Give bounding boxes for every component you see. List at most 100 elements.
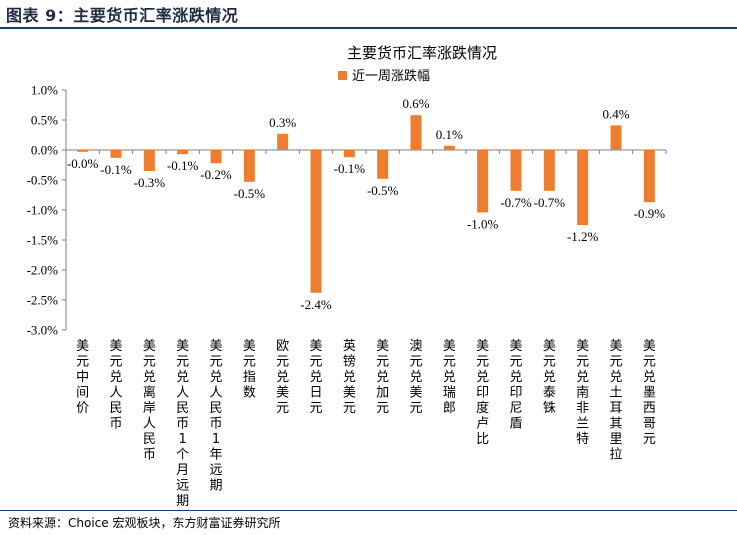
data-label: -0.3%	[134, 175, 166, 190]
x-category-char: 卢	[476, 416, 489, 432]
x-category-label: 美元指数	[243, 339, 256, 401]
y-tick-label: -2.5%	[27, 293, 59, 308]
x-category-char: 兑	[543, 370, 556, 385]
bar	[477, 150, 489, 213]
x-category-char: 铢	[543, 400, 556, 416]
x-category-char: 英	[343, 339, 356, 354]
x-category-char: 元	[176, 355, 189, 370]
x-category-char: 日	[309, 386, 322, 401]
y-tick-label: 0.5%	[31, 113, 58, 128]
x-category-char: 月	[176, 463, 189, 478]
x-category-char: 美	[409, 386, 422, 401]
x-category-label: 美元兑土耳其里拉	[609, 339, 622, 463]
x-category-char: 美	[509, 339, 522, 354]
bar	[610, 125, 622, 150]
x-category-char: 元	[376, 355, 389, 370]
x-category-char: 美	[109, 339, 122, 354]
chart-title: 主要货币汇率涨跌情况	[347, 44, 497, 62]
bar	[643, 150, 655, 203]
x-category-char: 人	[209, 386, 222, 401]
x-category-char: 币	[143, 448, 156, 463]
x-category-char: 兰	[576, 417, 589, 432]
x-category-char: 土	[609, 386, 622, 401]
x-category-char: 民	[109, 401, 122, 416]
x-category-label: 美元兑瑞郎	[443, 339, 456, 416]
bar	[510, 150, 522, 191]
x-category-char: 价	[76, 401, 89, 416]
x-category-char: 加	[376, 386, 389, 401]
x-category-char: 兑	[509, 370, 522, 385]
x-category-char: 元	[376, 401, 389, 416]
x-category-label: 英镑兑美元	[343, 339, 356, 416]
x-category-char: 元	[543, 355, 556, 370]
x-category-char: 兑	[443, 370, 456, 385]
data-label: 0.4%	[602, 106, 629, 121]
x-category-label: 美元兑印度卢比	[476, 339, 489, 447]
x-category-char: 人	[143, 417, 156, 432]
x-category-label: 美元兑印尼盾	[509, 339, 522, 432]
figure-caption: 图表 9：主要货币汇率涨跌情况	[6, 6, 239, 25]
bars	[77, 115, 655, 293]
x-category-label: 美元兑人民币 1 个月远期	[176, 339, 189, 509]
x-category-char: 数	[243, 386, 256, 401]
x-category-char: 兑	[109, 370, 122, 385]
data-label: -0.7%	[534, 195, 566, 210]
x-category-char: 美	[343, 386, 356, 401]
x-category-label: 美元中间价	[76, 339, 89, 416]
x-category-char: 离	[143, 385, 156, 401]
x-category-char: 镑	[343, 354, 356, 370]
x-category-char: 郎	[443, 401, 456, 416]
x-category-char: 元	[276, 401, 289, 416]
x-category-char: 币	[109, 417, 122, 432]
legend-swatch	[338, 71, 347, 80]
data-label: 0.1%	[436, 127, 463, 142]
bar	[243, 150, 255, 182]
data-label: 0.6%	[402, 96, 429, 111]
x-category-char: 比	[476, 432, 489, 447]
x-category-label: 美元兑人民币 1 年远期	[209, 339, 222, 494]
x-category-char: 币	[209, 417, 222, 432]
x-category-char: 尼	[509, 401, 522, 416]
x-category-label: 美元兑离岸人民币	[143, 339, 156, 463]
bar	[443, 145, 455, 150]
bar	[77, 150, 89, 152]
data-label: -1.2%	[567, 229, 599, 244]
source-rule	[0, 510, 737, 511]
y-tick-label: -1.5%	[27, 233, 59, 248]
x-category-char: 兑	[143, 370, 156, 385]
x-category-char: 岸	[143, 401, 156, 416]
x-category-char: 元	[309, 355, 322, 370]
x-category-char: 元	[343, 401, 356, 416]
x-category-char: 民	[176, 401, 189, 416]
x-category-char: 美	[176, 339, 189, 354]
x-category-char: 1	[179, 432, 187, 447]
x-category-char: 美	[276, 386, 289, 401]
bar	[177, 150, 189, 155]
x-category-char: 元	[409, 401, 422, 416]
x-category-char: 美	[543, 339, 556, 354]
bar	[377, 150, 389, 179]
bar	[143, 150, 155, 171]
x-category-char: 拉	[609, 448, 622, 463]
x-category-char: 印	[509, 386, 522, 401]
x-category-char: 期	[209, 479, 222, 494]
x-category-char: 指	[243, 370, 256, 385]
x-category-char: 元	[609, 355, 622, 370]
x-category-char: 元	[476, 355, 489, 370]
x-category-char: 其	[609, 417, 622, 432]
x-category-char: 澳	[409, 338, 422, 354]
data-label: -0.1%	[100, 162, 132, 177]
data-label: -0.1%	[167, 158, 199, 173]
x-category-label: 美元兑日元	[309, 339, 322, 416]
x-category-char: 间	[76, 386, 89, 401]
x-category-char: 元	[143, 355, 156, 370]
legend-label: 近一周涨跌幅	[352, 68, 430, 84]
x-category-char: 印	[476, 386, 489, 401]
x-category-label: 美元兑人民币	[109, 339, 122, 432]
y-tick-label: 0.0%	[31, 143, 58, 158]
y-tick-label: 1.0%	[31, 83, 58, 98]
bar	[277, 133, 289, 150]
x-category-char: 欧	[276, 339, 289, 354]
data-label: -1.0%	[467, 216, 499, 231]
data-label: -0.7%	[500, 195, 532, 210]
